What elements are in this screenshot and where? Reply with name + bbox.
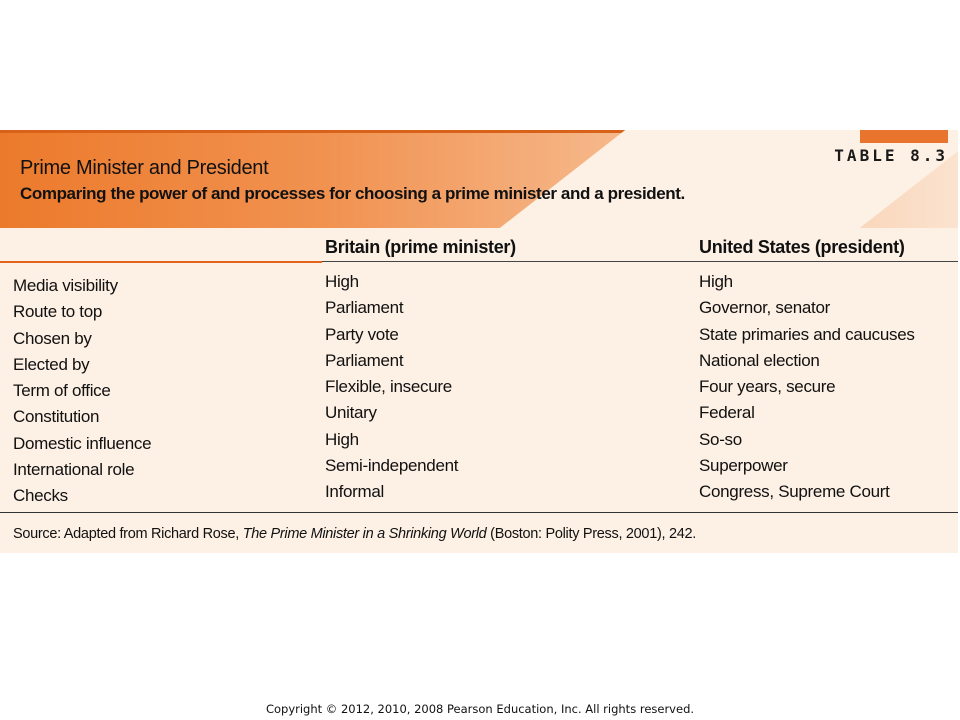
table-row: Media visibility High High xyxy=(0,270,958,296)
cell-britain: Party vote xyxy=(325,324,399,344)
cell-united-states: High xyxy=(699,272,733,291)
table-row: Term of office Flexible, insecure Four y… xyxy=(0,375,958,401)
cell-united-states: State primaries and caucuses xyxy=(699,324,915,344)
header-rule xyxy=(322,261,958,262)
cell-united-states: Congress, Supreme Court xyxy=(699,482,890,502)
table-card: TABLE 8.3 Prime Minister and President C… xyxy=(0,130,958,553)
table-row: Route to top Parliament Governor, senato… xyxy=(0,296,958,322)
row-label: International role xyxy=(13,460,135,480)
table-row: International role Semi-independent Supe… xyxy=(0,454,958,480)
row-label: Constitution xyxy=(13,407,100,427)
row-label: Chosen by xyxy=(13,328,92,348)
cell-britain: Unitary xyxy=(325,403,377,423)
row-label: Domestic influence xyxy=(13,433,152,453)
header-diagonal-cut xyxy=(471,130,958,228)
cell-britain: Parliament xyxy=(325,298,404,318)
column-header-britain: Britain (prime minister) xyxy=(325,237,516,257)
cell-britain: High xyxy=(325,272,359,291)
cell-united-states: Governor, senator xyxy=(699,298,830,318)
source-suffix: (Boston: Polity Press, 2001), 242. xyxy=(486,526,696,542)
table-title: Prime Minister and President xyxy=(20,157,269,179)
source-prefix: Source: Adapted from Richard Rose, xyxy=(13,526,243,542)
cell-united-states: Four years, secure xyxy=(699,377,836,397)
header-top-stripe xyxy=(0,130,958,133)
cell-united-states: National election xyxy=(699,350,820,370)
table-label-tab xyxy=(860,130,948,143)
cell-britain: Informal xyxy=(325,482,385,502)
table-source: Source: Adapted from Richard Rose, The P… xyxy=(13,526,696,542)
cell-united-states: So-so xyxy=(699,429,742,449)
table-subtitle: Comparing the power of and processes for… xyxy=(20,184,685,203)
copyright-notice: Copyright © 2012, 2010, 2008 Pearson Edu… xyxy=(265,702,695,716)
row-label: Term of office xyxy=(13,381,111,401)
table-body: Media visibility High High Route to top … xyxy=(0,270,958,507)
table-header-band: TABLE 8.3 Prime Minister and President C… xyxy=(0,130,958,228)
cell-united-states: Federal xyxy=(699,403,755,423)
table-row: Elected by Parliament National election xyxy=(0,349,958,375)
header-rule-accent xyxy=(0,261,322,263)
row-label: Route to top xyxy=(13,302,103,322)
cell-britain: Flexible, insecure xyxy=(325,377,452,397)
row-label: Checks xyxy=(13,486,68,506)
cell-united-states: Superpower xyxy=(699,456,788,476)
table-row: Constitution Unitary Federal xyxy=(0,401,958,427)
cell-britain: High xyxy=(325,429,359,449)
table-number-label: TABLE 8.3 xyxy=(834,146,948,165)
table-row: Chosen by Party vote State primaries and… xyxy=(0,323,958,349)
table-row: Checks Informal Congress, Supreme Court xyxy=(0,480,958,506)
row-label: Media visibility xyxy=(13,276,118,295)
source-book-title: The Prime Minister in a Shrinking World xyxy=(242,526,487,542)
cell-britain: Parliament xyxy=(325,350,404,370)
table-row: Domestic influence High So-so xyxy=(0,428,958,454)
cell-britain: Semi-independent xyxy=(325,456,459,476)
column-header-united-states: United States (president) xyxy=(699,237,905,257)
row-label: Elected by xyxy=(13,354,90,374)
footer-rule xyxy=(0,512,958,513)
